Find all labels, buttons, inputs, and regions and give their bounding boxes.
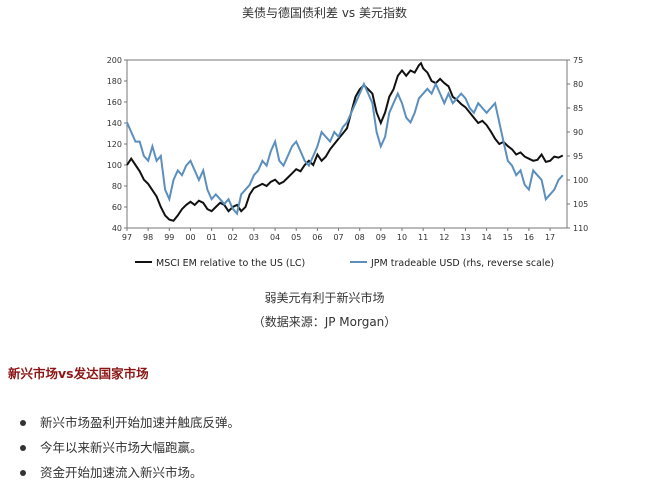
left-tick-label: 40 — [112, 224, 122, 233]
right-tick-label: 85 — [573, 104, 583, 113]
left-tick-label: 200 — [107, 56, 122, 65]
x-tick-label: 07 — [333, 233, 343, 242]
x-tick-label: 17 — [545, 233, 555, 242]
left-tick-label: 180 — [107, 77, 122, 86]
left-tick-label: 80 — [112, 182, 122, 191]
left-tick-label: 160 — [107, 98, 122, 107]
x-tick-label: 10 — [397, 233, 407, 242]
left-tick-label: 100 — [107, 161, 122, 170]
bullet-list: 新兴市场盈利开始加速并触底反弹。 今年以来新兴市场大幅跑赢。 资金开始加速流入新… — [20, 410, 240, 485]
x-axis: 97 98 99 00 01 02 03 04 05 06 07 08 09 10 11 12 13 14 15 16… — [122, 228, 555, 242]
list-item-text: 新兴市场盈利开始加速并触底反弹。 — [40, 415, 241, 430]
section-heading: 新兴市场vs发达国家市场 — [8, 366, 149, 381]
x-tick-label: 99 — [164, 233, 174, 242]
x-tick-label: 00 — [185, 233, 195, 242]
list-item: 今年以来新兴市场大幅跑赢。 — [20, 435, 240, 460]
list-item-text: 今年以来新兴市场大幅跑赢。 — [40, 440, 203, 455]
series-line-jpm-usd — [126, 81, 564, 216]
x-tick-label: 03 — [249, 233, 259, 242]
x-tick-label: 97 — [122, 233, 132, 242]
right-tick-label: 100 — [573, 176, 588, 185]
right-tick-label: 110 — [573, 224, 588, 233]
x-tick-label: 04 — [270, 233, 280, 242]
list-item: 新兴市场盈利开始加速并触底反弹。 — [20, 410, 240, 435]
left-tick-label: 140 — [107, 119, 122, 128]
x-tick-label: 14 — [482, 233, 492, 242]
bullet-icon — [20, 470, 26, 476]
list-item-text: 资金开始加速流入新兴市场。 — [40, 465, 203, 480]
right-axis: 75 80 85 90 95 100 105 110 — [567, 56, 588, 233]
legend-label-msci-em: MSCI EM relative to the US (LC) — [156, 258, 305, 269]
x-tick-label: 02 — [228, 233, 238, 242]
x-tick-label: 13 — [460, 233, 470, 242]
x-tick-label: 16 — [524, 233, 534, 242]
x-tick-label: 15 — [503, 233, 513, 242]
x-tick-label: 12 — [439, 233, 449, 242]
x-tick-label: 08 — [355, 233, 365, 242]
chart-title: 美债与德国债利差 vs 美元指数 — [242, 6, 407, 20]
bullet-icon — [20, 420, 26, 426]
left-tick-label: 60 — [112, 203, 122, 212]
right-tick-label: 80 — [573, 80, 583, 89]
x-tick-label: 05 — [291, 233, 301, 242]
legend-label-jpm-usd: JPM tradeable USD (rhs, reverse scale) — [370, 258, 554, 269]
x-tick-label: 11 — [418, 233, 428, 242]
x-tick-label: 09 — [376, 233, 386, 242]
chart-caption: 弱美元有利于新兴市场 — [264, 291, 385, 305]
legend: MSCI EM relative to the US (LC) JPM trad… — [135, 258, 554, 269]
right-tick-label: 90 — [573, 128, 583, 137]
series-line-msci-em — [126, 61, 564, 222]
x-tick-label: 01 — [207, 233, 217, 242]
x-tick-label: 06 — [312, 233, 322, 242]
left-axis: 200 180 160 140 120 100 80 60 40 — [107, 56, 127, 233]
right-tick-label: 75 — [573, 56, 583, 65]
data-source: （数据来源：JP Morgan） — [252, 315, 397, 329]
list-item: 资金开始加速流入新兴市场。 — [20, 460, 240, 485]
right-tick-label: 105 — [573, 200, 588, 209]
bullet-icon — [20, 445, 26, 451]
left-tick-label: 120 — [107, 140, 122, 149]
x-tick-label: 98 — [143, 233, 153, 242]
right-tick-label: 95 — [573, 152, 583, 161]
